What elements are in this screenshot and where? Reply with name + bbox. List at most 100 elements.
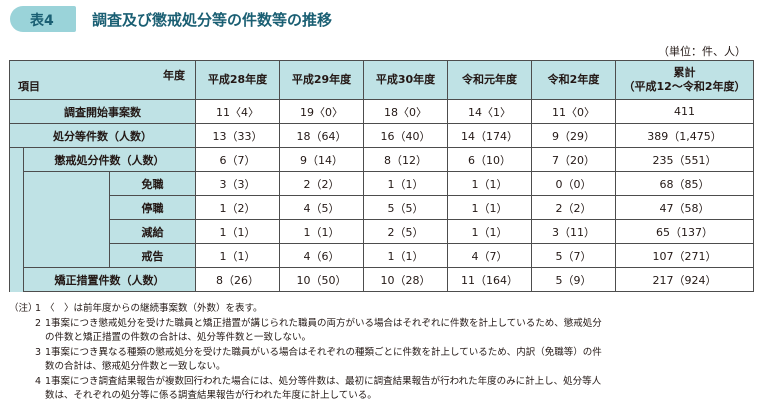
table-row: 減給 1（1） 1（1） 2（5） 1（1） 3（11） 65（137） <box>10 219 754 244</box>
row-label: 免職 <box>109 171 196 196</box>
table-row: 矯正措置件数（人数） 8（26） 10（50） 10（28） 11（164） 5… <box>10 267 754 292</box>
table-cell: 14（174） <box>447 123 532 148</box>
footnote-line: 1事案につき調査結果報告が複数回行われた場合には、処分等件数は、最初に調査結果報… <box>45 375 602 387</box>
table-cell: 7（20） <box>531 147 616 172</box>
table-cell: 107（271） <box>615 243 754 268</box>
table-number-badge: 表4 <box>10 6 76 32</box>
row-label: 矯正措置件数（人数） <box>23 267 196 292</box>
row-label: 調査開始事案数 <box>9 99 196 124</box>
table-cell: 16（40） <box>363 123 448 148</box>
table-cell: 1（2） <box>195 195 280 220</box>
table-cell: 14〈1〉 <box>447 99 532 124</box>
footnote-line: の件数と矯正措置の件数の合計は、処分等件数と一致しない。 <box>45 332 312 343</box>
table-row: 免職 3（3） 2（2） 1（1） 1（1） 0（0） 68（85） <box>10 171 754 268</box>
header-col-h30: 平成30年度 <box>363 60 448 100</box>
header-total-line2: （平成12〜令和2年度） <box>623 80 746 93</box>
indent-spacer <box>23 171 110 268</box>
table-cell: 19〈0〉 <box>279 99 364 124</box>
footnote-line: 数の合計は、懲戒処分件数と一致しない。 <box>45 361 226 372</box>
footnote-1: （注） 1 〈 〉は前年度からの継続事案数（外数）を表す。 <box>9 302 754 317</box>
header-item-label: 項目 <box>18 80 40 93</box>
table-cell: 1（1） <box>279 219 364 244</box>
table-cell: 0（0） <box>531 171 616 196</box>
header-col-h28: 平成28年度 <box>195 60 280 100</box>
table-cell: 47（58） <box>615 195 754 220</box>
table-cell: 1（1） <box>195 243 280 268</box>
header-col-total: 累計 （平成12〜令和2年度） <box>615 60 754 100</box>
footnote-line: 〈 〉は前年度からの継続事案数（外数）を表す。 <box>45 303 263 314</box>
table-row: 戒告 1（1） 4（6） 1（1） 4（7） 5（7） 107（271） <box>10 243 754 268</box>
unit-label: （単位：件、人） <box>658 45 746 58</box>
table-cell: 389（1,475） <box>615 123 754 148</box>
footnote-number: 4 <box>35 375 42 387</box>
footnote-3: 3 1事案につき異なる種類の懲戒処分を受けた職員がいる場合はそれぞれの種類ごとに… <box>9 346 754 375</box>
table-cell: 411 <box>615 99 754 124</box>
footnote-number: 1 <box>35 303 42 314</box>
table-cell: 5（5） <box>363 195 448 220</box>
table-cell: 4（7） <box>447 243 532 268</box>
header-total-line1: 累計 <box>673 66 696 79</box>
table-cell: 1（1） <box>363 171 448 196</box>
table-cell: 13（33） <box>195 123 280 148</box>
table-cell: 1（1） <box>363 243 448 268</box>
table-cell: 9（14） <box>279 147 364 172</box>
table-cell: 1（1） <box>447 219 532 244</box>
header-col-r2: 令和2年度 <box>531 60 616 100</box>
table-row: 懲戒処分件数（人数） 6（7） 9（14） 8（12） 6（10） 7（20） … <box>9 147 754 292</box>
page-title: 調査及び懲戒処分等の件数等の推移 <box>92 11 333 29</box>
table-cell: 1（1） <box>447 171 532 196</box>
header-year-label: 年度 <box>163 69 185 82</box>
row-label: 減給 <box>109 219 196 244</box>
row-label: 停職 <box>109 195 196 220</box>
row-label: 戒告 <box>109 243 196 268</box>
footnote-2: 2 1事案につき懲戒処分を受けた職員と矯正措置が講じられた職員の両方がいる場合は… <box>9 317 754 346</box>
footnote-line: 数は、それぞれの処分等に係る調査結果報告が行われた年度に計上している。 <box>45 390 377 401</box>
table-cell: 3（3） <box>195 171 280 196</box>
table-cell: 18（64） <box>279 123 364 148</box>
table-cell: 9（29） <box>531 123 616 148</box>
row-label: 処分等件数（人数） <box>9 123 196 148</box>
table-cell: 1（1） <box>447 195 532 220</box>
table-cell: 6（7） <box>195 147 280 172</box>
table-row: 調査開始事案数 11〈4〉 19〈0〉 18〈0〉 14〈1〉 11〈0〉 41… <box>9 99 754 124</box>
table-cell: 235（551） <box>615 147 754 172</box>
table-row: 処分等件数（人数） 13（33） 18（64） 16（40） 14（174） 9… <box>9 123 754 148</box>
row-label: 懲戒処分件数（人数） <box>23 147 196 172</box>
footnote-number: 3 <box>35 346 42 358</box>
footnote-line: 1事案につき異なる種類の懲戒処分を受けた職員がいる場合はそれぞれの種類ごとに件数… <box>45 346 602 358</box>
table-number: 表4 <box>30 13 54 29</box>
table-cell: 1（1） <box>195 219 280 244</box>
table-cell: 2（5） <box>363 219 448 244</box>
table-cell: 11（164） <box>447 267 532 292</box>
table-row: 停職 1（2） 4（5） 5（5） 1（1） 2（2） 47（58） <box>10 195 754 220</box>
table-cell: 5（7） <box>531 243 616 268</box>
footnote-4: 4 1事案につき調査結果報告が複数回行われた場合には、処分等件数は、最初に調査結… <box>9 375 754 404</box>
table-cell: 3（11） <box>531 219 616 244</box>
footnote-prefix: （注） <box>9 303 38 314</box>
indent-spacer <box>9 147 24 292</box>
table-cell: 4（5） <box>279 195 364 220</box>
header-col-r1: 令和元年度 <box>447 60 532 100</box>
table-cell: 6（10） <box>447 147 532 172</box>
table-cell: 217（924） <box>615 267 754 292</box>
footnotes: （注） 1 〈 〉は前年度からの継続事案数（外数）を表す。 2 1事案につき懲戒… <box>9 302 754 404</box>
table-cell: 11〈4〉 <box>195 99 280 124</box>
table-cell: 18〈0〉 <box>363 99 448 124</box>
footnote-line: 1事案につき懲戒処分を受けた職員と矯正措置が講じられた職員の両方がいる場合はそれ… <box>45 317 602 329</box>
table-cell: 65（137） <box>615 219 754 244</box>
table-cell: 10（50） <box>279 267 364 292</box>
footnote-number: 2 <box>35 317 42 329</box>
table-cell: 2（2） <box>531 195 616 220</box>
statistics-table: 年度 項目 平成28年度 平成29年度 平成30年度 令和元年度 令和2年度 累… <box>9 60 754 292</box>
table-cell: 8（26） <box>195 267 280 292</box>
table-cell: 4（6） <box>279 243 364 268</box>
table-cell: 2（2） <box>279 171 364 196</box>
table-cell: 68（85） <box>615 171 754 196</box>
header-row: 年度 項目 平成28年度 平成29年度 平成30年度 令和元年度 令和2年度 累… <box>9 60 754 100</box>
table-cell: 10（28） <box>363 267 448 292</box>
table-cell: 5（9） <box>531 267 616 292</box>
table-cell: 11〈0〉 <box>531 99 616 124</box>
table-cell: 8（12） <box>363 147 448 172</box>
header-col-h29: 平成29年度 <box>279 60 364 100</box>
header-corner: 年度 項目 <box>9 60 196 100</box>
